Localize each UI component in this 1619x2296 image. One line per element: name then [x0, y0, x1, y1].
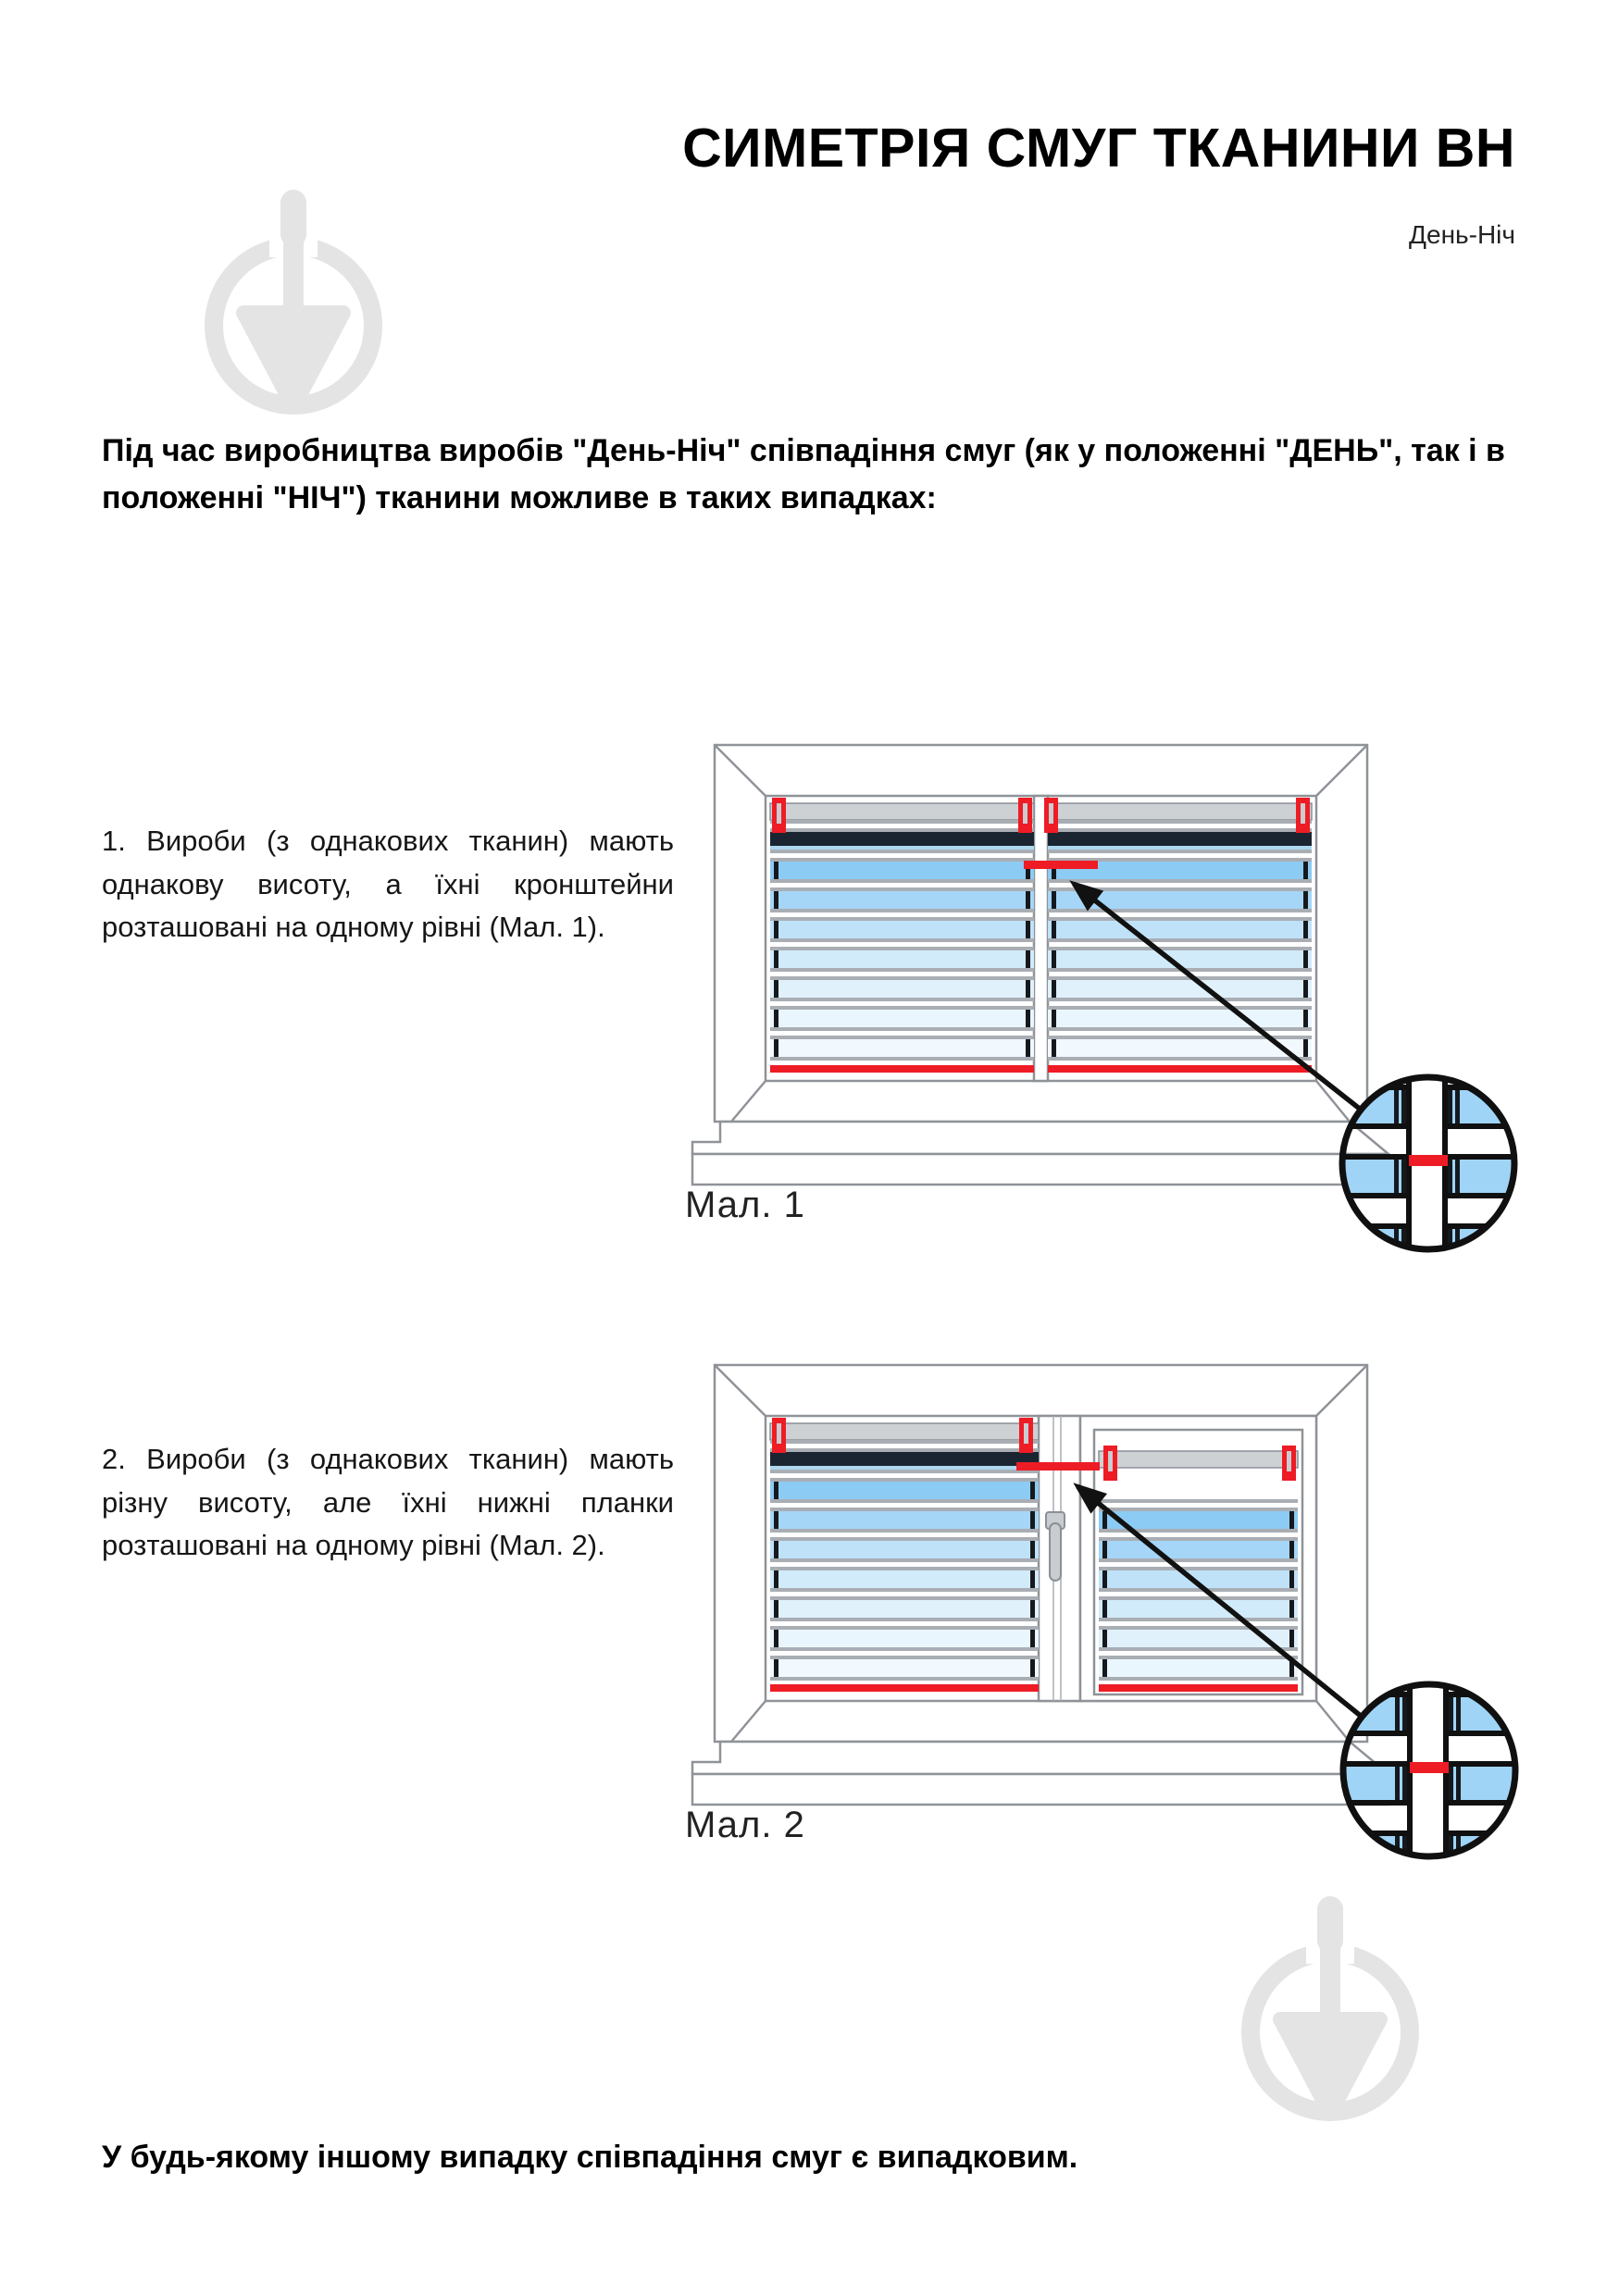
blind-right-short [1098, 1450, 1299, 1692]
case-2-paragraph: 2. Вироби (з однакових тканин) мають різ… [102, 1443, 674, 1561]
window-sill-top [691, 1120, 1392, 1156]
page-title: СИМЕТРІЯ СМУГ ТКАНИНИ ВН [682, 118, 1515, 179]
bottom-plank-highlight [1048, 1065, 1312, 1073]
footer-note: У будь-якому іншому випадку співпадіння … [102, 2140, 1078, 2175]
stripe-alignment-marker [1024, 861, 1098, 869]
case-1-paragraph: 1. Вироби (з однакових тканин) мають одн… [102, 825, 674, 943]
blind-left [769, 802, 1035, 1073]
page-subtitle: День-Ніч [1409, 220, 1515, 249]
callout-arrow-fig1 [1069, 880, 1363, 1112]
magnifier-fig2 [1341, 1684, 1517, 1869]
figure-2-window [691, 1363, 1392, 1806]
window-sill-front [691, 1152, 1390, 1186]
magnifier-fig1 [1340, 1077, 1516, 1262]
stripe-alignment-marker [1016, 1462, 1100, 1471]
intro-paragraph: Під час виробництва виробів "День-Ніч" с… [102, 433, 1505, 515]
watermark-top-left [214, 185, 373, 407]
bottom-plank-highlight [770, 1684, 1039, 1692]
bottom-plank-highlight [770, 1065, 1034, 1073]
window-handle [1049, 1522, 1062, 1582]
callout-arrow-fig2 [1073, 1483, 1364, 1719]
figure-1-label: Мал. 1 [685, 1185, 805, 1225]
window-sill-top [691, 1740, 1392, 1776]
figure-2-label: Мал. 2 [685, 1805, 805, 1845]
blind-left-tall [769, 1422, 1040, 1692]
figure-1-window [691, 743, 1392, 1186]
window-sill-front [691, 1772, 1390, 1806]
window-mullion [1032, 794, 1050, 1083]
watermark-bottom-right [1251, 1892, 1410, 2114]
bottom-plank-highlight [1099, 1684, 1298, 1692]
